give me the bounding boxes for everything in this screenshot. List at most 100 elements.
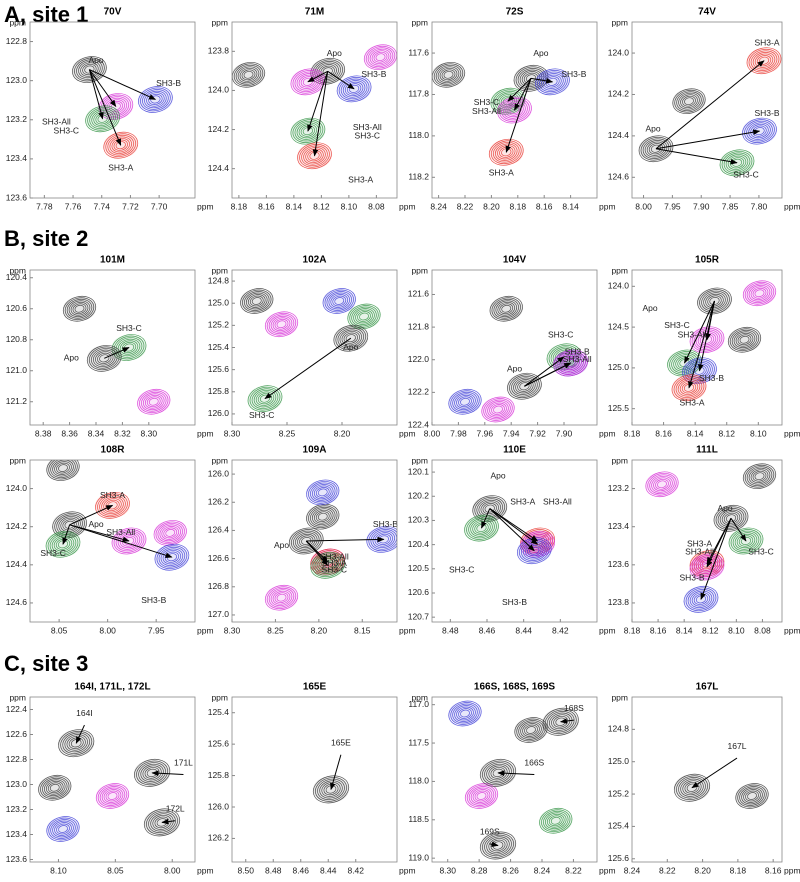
contour (676, 775, 708, 801)
y-tick-label: 120.7 (408, 611, 430, 621)
contour (537, 70, 568, 94)
peak-shade (63, 296, 96, 321)
x-tick-label: 8.30 (439, 865, 456, 875)
contour (648, 143, 664, 155)
peak-label: SH3-A (108, 162, 133, 172)
contour (545, 812, 567, 830)
contour (299, 535, 314, 547)
peak-label: SH3-A (679, 398, 704, 408)
contour (317, 778, 345, 801)
y-tick-label: 124.0 (608, 281, 630, 291)
contour (646, 141, 666, 156)
x-tick-label: 8.44 (515, 625, 532, 635)
arrow (161, 818, 176, 825)
contour (682, 780, 702, 796)
contour (719, 149, 755, 177)
contour (95, 351, 114, 366)
section-title: C, site 3 (4, 651, 88, 676)
contour (499, 303, 514, 315)
contour (737, 784, 767, 808)
peak-shade (364, 45, 397, 70)
contour (723, 512, 739, 524)
contour (553, 349, 588, 377)
contour (701, 290, 728, 312)
y-tick-label: 124.5 (608, 321, 630, 331)
contour (47, 782, 62, 794)
y-tick-label: 125.0 (208, 297, 230, 307)
x-tick-label: 8.10 (750, 428, 767, 438)
arrow (69, 524, 173, 558)
contour (55, 538, 71, 550)
contour (443, 70, 454, 79)
contour (657, 480, 667, 489)
y-tick-label: 125.4 (608, 821, 630, 831)
contour (685, 587, 717, 612)
contour (161, 526, 180, 540)
y-unit: ppm (9, 455, 26, 465)
contour (152, 814, 172, 830)
contour (376, 533, 391, 545)
contour (460, 709, 470, 718)
contour (515, 379, 534, 394)
contour (335, 326, 367, 350)
contour (470, 519, 493, 537)
peak-label: Apo (642, 303, 657, 313)
contour (121, 535, 137, 547)
x-tick-label: 8.50 (237, 865, 254, 875)
contour (464, 514, 499, 542)
contour (113, 529, 145, 553)
contour (101, 787, 124, 805)
contour (109, 136, 132, 154)
contour (298, 74, 318, 89)
panel-title: 108R (101, 445, 126, 456)
contour (251, 388, 279, 409)
contour (682, 95, 696, 107)
contour (154, 543, 190, 571)
contour (727, 326, 762, 353)
contour (705, 293, 724, 309)
contour (638, 135, 674, 163)
contour (363, 44, 397, 70)
contour (247, 294, 266, 308)
peak-label: SH3-C (548, 329, 574, 339)
contour (155, 521, 185, 545)
x-tick-label: 8.30 (141, 428, 158, 438)
contour (134, 758, 171, 787)
contour (448, 388, 482, 415)
x-unit: ppm (599, 201, 616, 211)
contour (48, 460, 78, 480)
plot-frame (431, 21, 598, 199)
contour (338, 77, 370, 101)
contour (105, 133, 137, 157)
x-unit: ppm (399, 428, 416, 438)
panel-title: 109A (303, 445, 327, 456)
contour (49, 534, 77, 555)
contour (239, 67, 258, 82)
contour (159, 524, 181, 542)
contour (756, 55, 772, 67)
contour (727, 155, 747, 170)
contour (675, 355, 694, 371)
contour (680, 778, 704, 797)
y-tick-label: 123.4 (608, 521, 630, 531)
spectrum (240, 288, 381, 413)
contour (482, 760, 514, 786)
y-tick-label: 124.4 (208, 163, 230, 173)
peak-label: SH3-B (565, 346, 590, 356)
contour (292, 119, 324, 143)
contour (249, 386, 281, 411)
peak-label: SH3-All (678, 329, 707, 339)
contour (301, 145, 328, 166)
contour (146, 92, 165, 107)
y-tick-label: 120.4 (408, 539, 430, 549)
plot-frame (431, 696, 598, 863)
contour (240, 288, 274, 314)
contour (750, 286, 769, 301)
y-tick-label: 126.4 (208, 525, 230, 535)
x-unit: ppm (399, 625, 416, 635)
contour (93, 349, 116, 368)
arrow (730, 518, 747, 542)
contour (107, 792, 118, 800)
y-tick-label: 120.8 (6, 334, 28, 344)
peak-label: SH3-A (687, 538, 712, 548)
